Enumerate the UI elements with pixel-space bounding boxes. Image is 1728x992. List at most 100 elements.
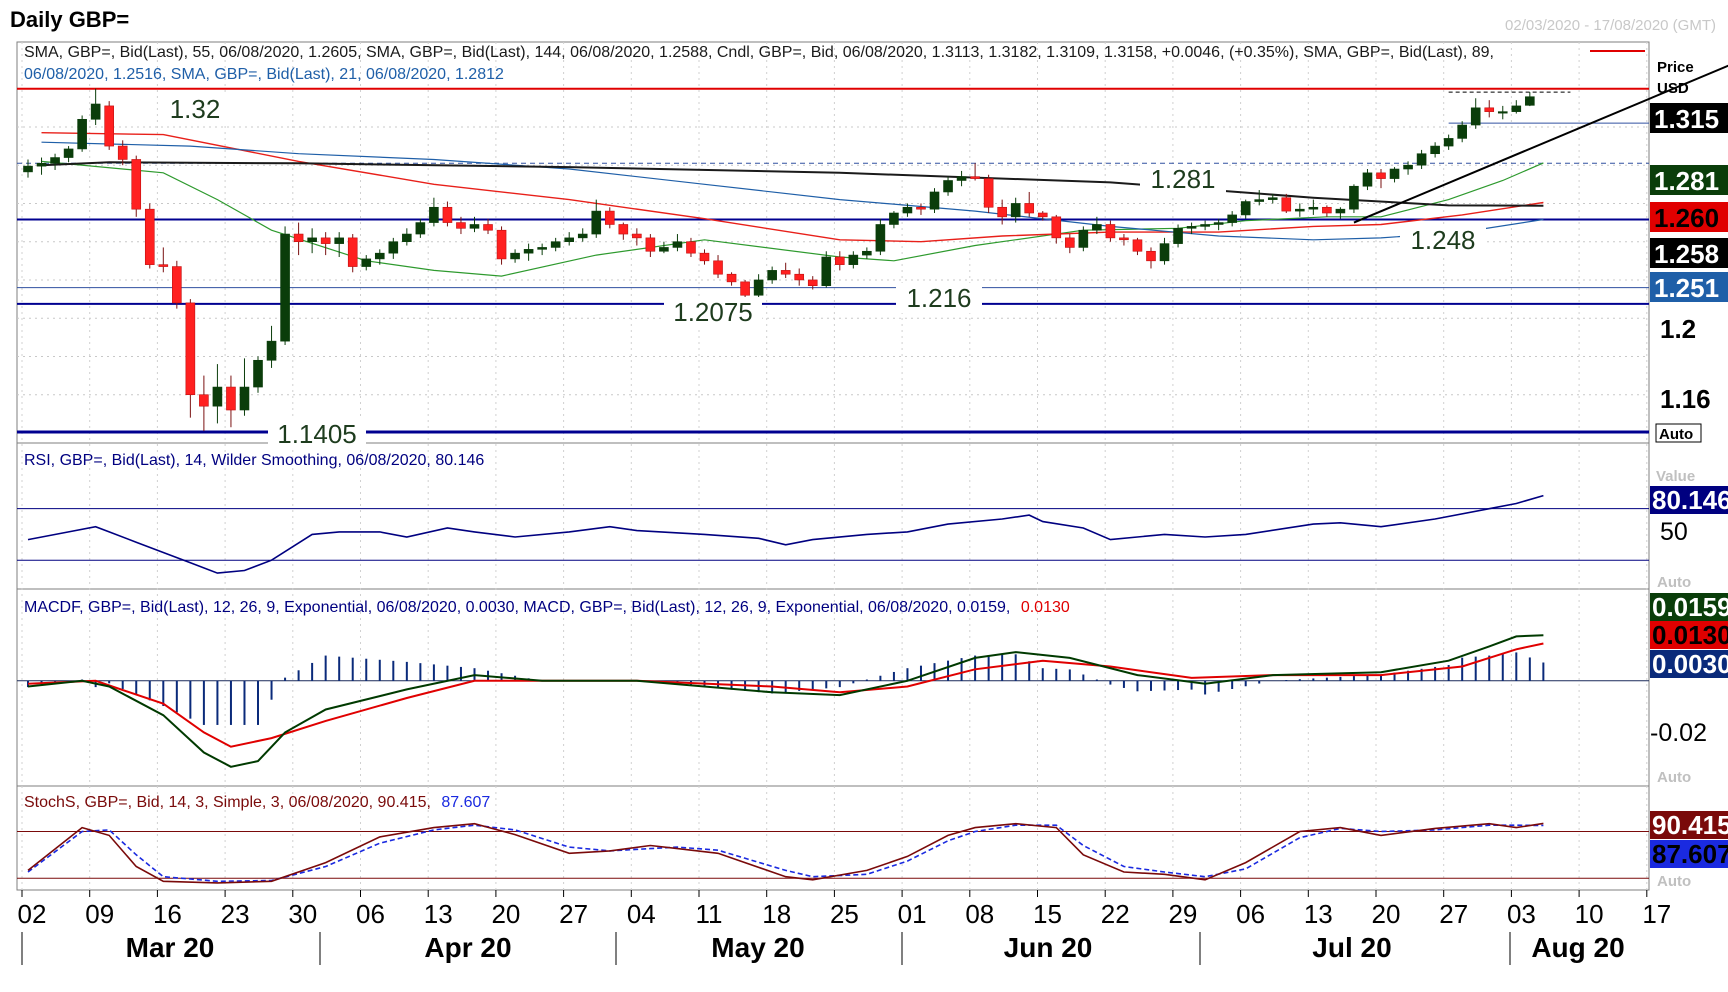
candle-body <box>1403 164 1413 170</box>
rsi-auto-label[interactable]: Auto <box>1657 574 1691 591</box>
candle-body <box>1159 243 1170 262</box>
sma55-tag-text: 1.260 <box>1654 203 1719 233</box>
candle-body <box>1416 153 1427 166</box>
rsi-axis-title: Value <box>1656 468 1695 485</box>
chart-title: Daily GBP= <box>10 7 129 32</box>
x-day-label: 01 <box>898 899 927 929</box>
price-tick-1-2: 1.2 <box>1660 314 1696 344</box>
x-day-label: 18 <box>762 899 791 929</box>
candle-body <box>916 206 926 210</box>
candle-body <box>1322 206 1332 214</box>
candle-body <box>672 241 683 248</box>
candle-body <box>226 386 236 411</box>
sma144-tag-text: 1.258 <box>1654 239 1719 269</box>
candle-body <box>253 359 263 388</box>
candle-body <box>1240 201 1251 216</box>
sma21-tag <box>1650 165 1728 195</box>
candle-body <box>1349 185 1359 210</box>
macd-legend: MACDF, GBP=, Bid(Last), 12, 26, 9, Expon… <box>24 599 1070 616</box>
macd-tick-neg002: -0.02 <box>1650 719 1707 747</box>
ma-line-sma55 <box>41 132 1544 243</box>
candle-body <box>943 180 953 193</box>
price-auto-button[interactable] <box>1655 423 1702 443</box>
x-day-label: 08 <box>965 899 994 929</box>
candle-body <box>997 206 1007 218</box>
candle-body <box>1227 214 1237 223</box>
candle-body <box>483 224 493 231</box>
close-tag <box>1650 103 1728 133</box>
macd-axis: 0.0159 0.0130 0.0030 -0.02 Auto <box>1650 592 1728 786</box>
x-month-label: Apr 20 <box>424 932 511 963</box>
candle-body <box>456 222 466 229</box>
x-day-label: 13 <box>1304 899 1333 929</box>
x-day-label: 30 <box>288 899 317 929</box>
candle-body <box>442 206 453 223</box>
candle-body <box>753 279 764 296</box>
stoch-legend-text: StochS, GBP=, Bid, 14, 3, Simple, 3, 06/… <box>24 794 490 811</box>
rsi-axis: Value 80.146 50 Auto <box>1650 468 1728 591</box>
candle-body <box>591 210 602 235</box>
x-day-label: 10 <box>1575 899 1604 929</box>
rsi-legend: RSI, GBP=, Bid(Last), 14, Wilder Smoothi… <box>24 452 484 469</box>
sma144-tag <box>1650 238 1728 268</box>
candle-body <box>1281 197 1292 212</box>
x-day-label: 09 <box>85 899 114 929</box>
trendline <box>1353 64 1728 224</box>
candle-body <box>23 165 33 173</box>
candle-body <box>117 145 128 160</box>
candle-body <box>834 256 845 265</box>
stoch-k-tag <box>1650 811 1728 839</box>
level-label-1-1405: 1.1405 <box>277 419 357 449</box>
candle-body <box>862 250 872 256</box>
candle-body <box>361 258 372 267</box>
candle-body <box>726 273 737 283</box>
candle-body <box>1037 212 1048 218</box>
x-day-label: 17 <box>1642 899 1671 929</box>
x-day-label: 27 <box>559 899 588 929</box>
rsi-series <box>17 494 1649 574</box>
candle-body <box>280 233 290 342</box>
rsi-legend-text: RSI, GBP=, Bid(Last), 14, Wilder Smoothi… <box>24 452 484 469</box>
candle-body <box>172 266 182 304</box>
candle-body <box>848 254 859 265</box>
x-month-label: Aug 20 <box>1531 932 1624 963</box>
ma-line-sma89 <box>41 141 1544 241</box>
candle-body <box>1457 124 1467 139</box>
moving-averages <box>41 132 1544 277</box>
stochastic-series <box>17 822 1649 884</box>
candle-body <box>1525 96 1535 106</box>
close-tag-text: 1.315 <box>1654 104 1719 134</box>
x-month-label: Jul 20 <box>1312 932 1391 963</box>
candle-body <box>1200 224 1210 227</box>
candle-body <box>1078 229 1089 248</box>
candle-body <box>1511 105 1522 112</box>
candle-body <box>1065 237 1075 248</box>
candle-body <box>212 386 223 407</box>
candle-body <box>1376 172 1386 179</box>
stoch-k-tag-text: 90.415 <box>1652 810 1728 840</box>
candle-body <box>1173 228 1183 244</box>
candle-body <box>36 162 47 167</box>
candle-body <box>402 233 412 242</box>
stoch-auto-label[interactable]: Auto <box>1657 873 1691 890</box>
candle-body <box>564 237 575 242</box>
candle-body <box>604 210 615 225</box>
candle-body <box>239 386 250 411</box>
price-legend-line1: SMA, GBP=, Bid(Last), 55, 06/08/2020, 1.… <box>24 44 1494 61</box>
candle-body <box>1254 199 1265 202</box>
candle-body <box>374 252 385 260</box>
candle-body <box>956 176 967 181</box>
candle-body <box>970 176 980 179</box>
x-day-label: 15 <box>1033 899 1062 929</box>
candle-body <box>821 256 832 286</box>
stoch-d-tag-text: 87.607 <box>1652 839 1728 869</box>
macd-auto-label[interactable]: Auto <box>1657 769 1691 786</box>
candle-body <box>713 260 723 275</box>
candle-body <box>875 224 886 252</box>
candle-body <box>334 237 344 244</box>
stoch-k-line <box>27 822 1544 884</box>
stoch-axis: 90.415 87.607 Auto <box>1650 810 1728 890</box>
x-day-label: 06 <box>356 899 385 929</box>
candle-body <box>144 208 155 265</box>
